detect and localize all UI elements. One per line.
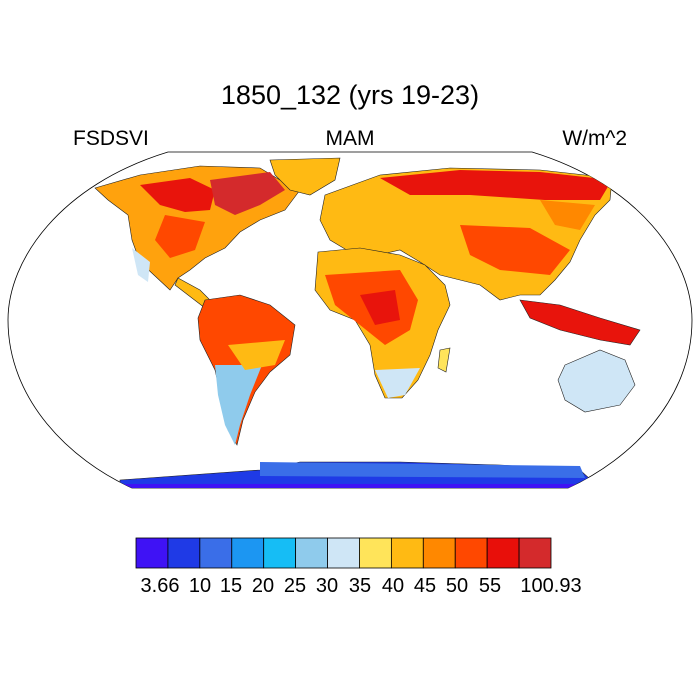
colorbar-label: 40 [382, 575, 404, 597]
colorbar-swatch [327, 537, 360, 569]
colorbar-label: 100.93 [520, 575, 581, 597]
colorbar-swatch [390, 537, 424, 569]
colorbar-label: 55 [479, 575, 501, 597]
colorbar-swatch [167, 537, 201, 569]
colorbar-label: 35 [349, 575, 371, 597]
colorbar-swatch [135, 537, 169, 569]
colorbar-swatch [486, 537, 520, 569]
plot-title: 1850_132 (yrs 19-23) [220, 80, 480, 110]
madagascar [437, 347, 451, 373]
colorbar-swatch [231, 537, 265, 569]
colorbar-label: 50 [446, 575, 468, 597]
season-label: MAM [325, 127, 375, 150]
indonesia [519, 299, 641, 346]
colorbar-label: 30 [316, 575, 338, 597]
greenland [269, 157, 341, 196]
colorbar-label: 45 [414, 575, 436, 597]
variable-label: FSDSVI [73, 127, 149, 150]
colorbar-label: 25 [284, 575, 306, 597]
colorbar-swatch [199, 537, 233, 569]
colorbar-swatch [359, 537, 392, 569]
australia [557, 349, 636, 413]
colorbar-swatch [454, 537, 488, 569]
colorbar-swatch [295, 537, 328, 569]
colorbar-label: 10 [189, 575, 211, 597]
colorbar-swatch [263, 537, 297, 569]
colorbar-label: 20 [252, 575, 274, 597]
colorbar-swatch [422, 537, 456, 569]
colorbar-swatch [518, 537, 552, 569]
units-label: W/m^2 [562, 127, 627, 150]
colorbar-label: 3.66 [141, 575, 180, 597]
colorbar-label: 15 [220, 575, 242, 597]
